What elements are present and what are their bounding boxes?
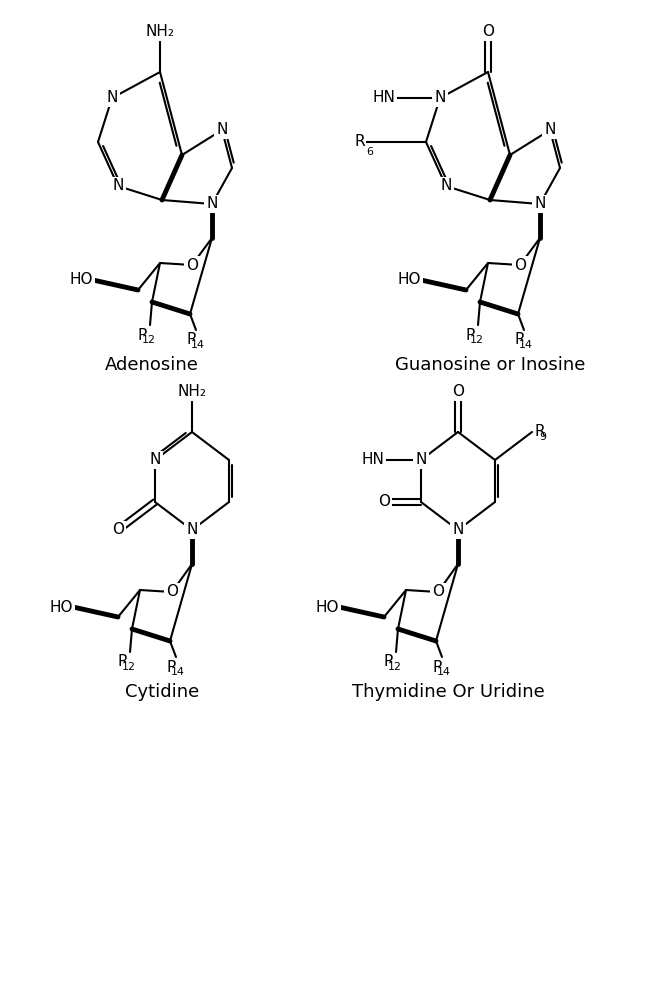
Text: 9: 9 (539, 432, 547, 442)
Text: O: O (482, 24, 494, 39)
Text: R: R (118, 654, 128, 670)
Text: N: N (149, 452, 161, 468)
Text: Guanosine or Inosine: Guanosine or Inosine (395, 356, 585, 374)
Text: N: N (216, 122, 227, 137)
Text: N: N (544, 122, 556, 137)
Text: O: O (452, 384, 464, 399)
Text: HO: HO (50, 599, 73, 614)
Text: HO: HO (69, 272, 93, 288)
Text: N: N (186, 522, 198, 538)
Text: O: O (112, 522, 124, 538)
Text: R: R (534, 424, 545, 440)
Text: HO: HO (397, 272, 421, 288)
Text: N: N (440, 178, 451, 194)
Text: HN: HN (372, 91, 395, 105)
Text: N: N (434, 91, 446, 105)
Text: NH₂: NH₂ (145, 24, 175, 39)
Text: HN: HN (361, 452, 384, 468)
Text: O: O (378, 494, 390, 510)
Text: N: N (112, 178, 124, 194)
Text: 12: 12 (470, 335, 484, 345)
Text: O: O (432, 584, 444, 599)
Text: 12: 12 (388, 662, 402, 672)
Text: Cytidine: Cytidine (125, 683, 199, 701)
Text: R: R (354, 134, 365, 149)
Text: 14: 14 (191, 340, 205, 350)
Text: O: O (166, 584, 178, 599)
Text: 14: 14 (437, 667, 451, 677)
Text: N: N (106, 91, 118, 105)
Text: 14: 14 (519, 340, 533, 350)
Text: R: R (383, 654, 395, 670)
Text: HO: HO (315, 599, 339, 614)
Text: R: R (137, 328, 148, 342)
Text: N: N (452, 522, 463, 538)
Text: Adenosine: Adenosine (105, 356, 199, 374)
Text: O: O (186, 257, 198, 272)
Text: N: N (534, 196, 546, 212)
Text: R: R (466, 328, 477, 342)
Text: R: R (167, 660, 177, 674)
Text: R: R (433, 660, 444, 674)
Text: R: R (186, 332, 198, 348)
Text: 12: 12 (142, 335, 156, 345)
Text: R: R (515, 332, 525, 348)
Text: 12: 12 (122, 662, 136, 672)
Text: N: N (415, 452, 427, 468)
Text: N: N (206, 196, 217, 212)
Text: 14: 14 (171, 667, 185, 677)
Text: NH₂: NH₂ (178, 384, 206, 399)
Text: Thymidine Or Uridine: Thymidine Or Uridine (352, 683, 545, 701)
Text: O: O (514, 257, 526, 272)
Text: 6: 6 (366, 147, 373, 157)
